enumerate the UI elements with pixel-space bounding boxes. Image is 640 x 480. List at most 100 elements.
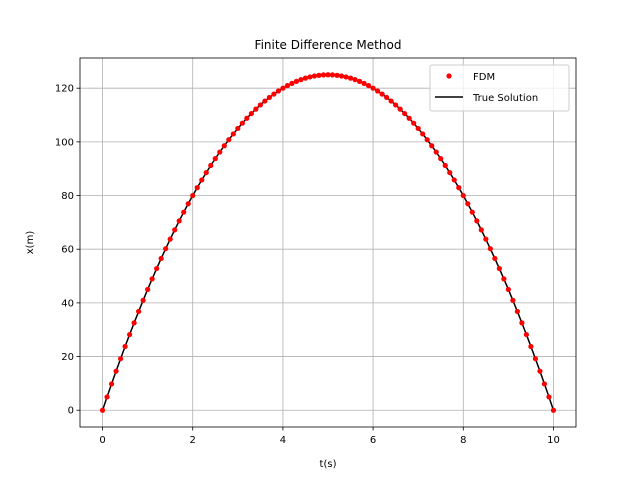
fdm-point [397, 106, 403, 112]
fdm-point [311, 73, 318, 79]
fdm-point [221, 143, 227, 149]
y-tick-label: 20 [61, 352, 74, 363]
fdm-point [532, 356, 539, 362]
fdm-point [298, 77, 304, 83]
fdm-point [117, 356, 124, 362]
fdm-point [483, 236, 489, 242]
fdm-point [469, 209, 475, 215]
fdm-point [108, 381, 115, 387]
fdm-point [338, 73, 345, 79]
fdm-point [131, 320, 137, 326]
fdm-point [158, 255, 164, 262]
fdm-point [284, 83, 291, 89]
fdm-point [154, 265, 160, 272]
fdm-point [356, 78, 363, 84]
fdm-point [325, 72, 331, 78]
fdm-point [257, 102, 263, 108]
fdm-point [122, 343, 128, 350]
fdm-point [253, 106, 259, 112]
fdm-point [203, 169, 209, 176]
fdm-point [442, 162, 448, 169]
y-tick-label: 120 [55, 84, 74, 95]
plot-area-frame [79, 57, 577, 428]
x-axis-title: t(s) [320, 459, 337, 470]
y-tick-label: 80 [61, 191, 74, 202]
fdm-point [429, 143, 435, 149]
fdm-point [402, 110, 408, 117]
fdm-point [537, 368, 543, 374]
fdm-point [514, 308, 520, 315]
legend-fdm-marker [446, 73, 452, 79]
fdm-point [424, 137, 430, 143]
fdm-point [519, 320, 525, 326]
fdm-point [167, 236, 173, 242]
fdm-point [393, 102, 399, 108]
fdm-point [546, 394, 552, 400]
fdm-point [271, 91, 277, 97]
fdm-point [510, 297, 516, 303]
x-tick-label: 10 [547, 435, 560, 446]
fdm-point [307, 74, 313, 80]
fdm-point [244, 115, 250, 121]
fdm-point [375, 88, 381, 94]
fdm-point [266, 94, 272, 101]
fdm-point [320, 72, 327, 78]
chart-title: Finite Difference Method [255, 38, 402, 52]
fdm-point [275, 88, 281, 94]
x-tick-label: 8 [460, 435, 466, 446]
fdm-point [370, 85, 376, 91]
fdm-point [136, 308, 142, 315]
fdm-point [438, 156, 444, 162]
fdm-point [280, 85, 286, 91]
fdm-point [334, 72, 340, 78]
y-tick-label: 60 [61, 245, 74, 256]
fdm-point [384, 94, 390, 101]
fdm-point [140, 297, 146, 303]
fdm-point [149, 276, 155, 282]
fdm-point [465, 201, 471, 207]
legend-fdm-label: FDM [473, 72, 495, 83]
fdm-point [460, 192, 466, 199]
fdm-point [235, 125, 241, 132]
fdm-point [172, 227, 178, 233]
fdm-point [379, 91, 385, 97]
fdm-point [411, 120, 417, 126]
fdm-point [478, 227, 484, 233]
plot-series [99, 72, 557, 413]
fdm-point [163, 246, 169, 252]
x-tick-label: 4 [280, 435, 286, 446]
fdm-point [456, 185, 462, 191]
fdm-point [447, 169, 453, 176]
fdm-point [99, 407, 106, 413]
legend-true-solution-label: True Solution [472, 93, 538, 104]
fdm-point [420, 131, 426, 137]
legend-box [429, 64, 570, 112]
fdm-point [329, 72, 336, 78]
fdm-point [487, 246, 493, 252]
fdm-point [347, 75, 354, 81]
fdm-point [248, 110, 254, 117]
fdm-point [212, 156, 218, 162]
fdm-point [145, 286, 151, 293]
fdm-point [217, 149, 223, 155]
fdm-point [185, 201, 191, 207]
legend: FDM True Solution [429, 64, 570, 112]
fdm-point [433, 149, 439, 155]
fdm-point [194, 185, 200, 191]
x-tick-label: 6 [370, 435, 376, 446]
fdm-point [406, 115, 412, 121]
fdm-point [352, 77, 358, 83]
fdm-point [127, 331, 133, 338]
fdm-point [293, 78, 300, 84]
fdm-point [289, 80, 295, 86]
fdm-point [181, 209, 187, 215]
fdm-point [505, 286, 511, 293]
x-tick-label: 2 [190, 435, 196, 446]
y-axis-title: x(m) [25, 231, 36, 255]
x-tick-label: 0 [99, 435, 105, 446]
fdm-point [501, 276, 507, 282]
fdm-point [388, 98, 394, 104]
fdm-point [302, 75, 309, 81]
